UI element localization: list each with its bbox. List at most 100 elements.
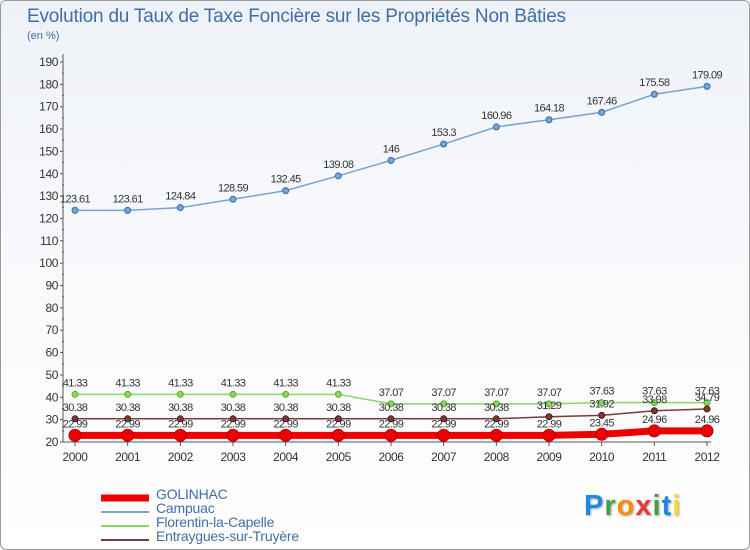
data-point <box>334 390 342 398</box>
data-point <box>650 90 658 98</box>
data-point <box>542 428 556 442</box>
data-point <box>121 428 135 442</box>
data-point <box>124 206 132 214</box>
logo-letter: t <box>661 490 673 522</box>
data-point <box>229 415 237 423</box>
logo-letter: r <box>604 490 617 522</box>
y-tick-label: 150 <box>39 144 59 158</box>
legend-item-golinhac[interactable]: GOLINHAC <box>101 486 401 502</box>
data-point <box>650 399 658 407</box>
data-point <box>282 187 290 195</box>
y-tick-label: 140 <box>39 167 59 181</box>
data-point <box>124 415 132 423</box>
x-tick-label: 2011 <box>642 450 667 464</box>
data-label: 37.63 <box>695 386 720 398</box>
logo-letter: o <box>616 490 636 522</box>
legend-item-campuac[interactable]: Campuac <box>101 500 401 516</box>
data-label: 41.33 <box>63 377 88 389</box>
data-label: 41.33 <box>221 377 246 389</box>
data-label: 22.99 <box>115 418 140 430</box>
data-point <box>492 123 500 131</box>
data-label: 30.38 <box>115 402 140 414</box>
chart-title: Evolution du Taux de Taxe Foncière sur l… <box>27 6 566 27</box>
data-label: 22.99 <box>63 418 88 430</box>
data-label: 22.99 <box>537 418 562 430</box>
logo-letter: i <box>652 490 662 522</box>
data-label: 30.38 <box>484 402 509 414</box>
logo-letter: x <box>635 490 653 522</box>
data-point <box>545 116 553 124</box>
data-label: 30.38 <box>431 402 456 414</box>
data-point <box>176 415 184 423</box>
x-tick-label: 2004 <box>273 450 299 464</box>
data-label: 30.38 <box>221 402 246 414</box>
data-point <box>703 405 711 413</box>
data-point <box>598 108 606 116</box>
data-point <box>440 400 448 408</box>
data-label: 30.38 <box>168 402 193 414</box>
data-point <box>492 400 500 408</box>
x-tick-label: 2007 <box>431 450 457 464</box>
legend-item-entraygues-sur-truyere[interactable]: Entraygues-sur-Truyère <box>101 528 401 544</box>
legend-label: Entraygues-sur-Truyère <box>156 528 299 544</box>
data-point <box>229 195 237 203</box>
y-tick-label: 60 <box>45 346 58 360</box>
legend-item-florentin-la-capelle[interactable]: Florentin-la-Capelle <box>101 514 401 530</box>
legend-swatch <box>101 539 149 541</box>
data-point <box>68 428 82 442</box>
data-label: 31.92 <box>589 398 614 410</box>
data-point <box>71 415 79 423</box>
data-label: 167.46 <box>587 95 618 107</box>
data-label: 175.58 <box>639 77 670 89</box>
data-point <box>492 415 500 423</box>
data-label: 22.99 <box>326 418 351 430</box>
y-tick-label: 120 <box>39 211 59 225</box>
legend-label: GOLINHAC <box>156 486 228 502</box>
data-label: 37.63 <box>589 386 614 398</box>
data-point <box>384 428 398 442</box>
y-tick-label: 50 <box>45 368 58 382</box>
data-point <box>173 428 187 442</box>
legend-swatch <box>101 511 149 513</box>
y-tick-label: 160 <box>39 122 59 136</box>
data-label: 22.99 <box>431 418 456 430</box>
data-point <box>440 140 448 148</box>
data-point <box>176 204 184 212</box>
data-point <box>545 413 553 421</box>
data-point <box>598 411 606 419</box>
data-point <box>282 415 290 423</box>
data-label: 124.84 <box>165 191 196 203</box>
data-label: 33.98 <box>642 394 667 406</box>
data-label: 37.07 <box>484 387 509 399</box>
data-point <box>334 172 342 180</box>
x-tick-label: 2012 <box>694 450 720 464</box>
data-label: 41.33 <box>168 377 193 389</box>
legend-swatch <box>101 525 149 527</box>
y-tick-label: 100 <box>39 256 59 270</box>
data-point <box>387 156 395 164</box>
data-point <box>226 428 240 442</box>
logo-letter: i <box>672 490 682 522</box>
legend-label: Florentin-la-Capelle <box>156 514 275 530</box>
y-tick-label: 80 <box>45 301 58 315</box>
y-tick-label: 110 <box>40 234 59 248</box>
data-point <box>437 428 451 442</box>
data-label: 22.99 <box>273 418 298 430</box>
y-tick-label: 30 <box>45 413 58 427</box>
data-label: 139.08 <box>323 159 354 171</box>
data-label: 22.99 <box>379 418 404 430</box>
data-label: 22.99 <box>168 418 193 430</box>
data-label: 132.45 <box>271 174 302 186</box>
data-label: 37.63 <box>642 386 667 398</box>
data-label: 30.38 <box>326 402 351 414</box>
data-label: 41.33 <box>326 377 351 389</box>
data-label: 164.18 <box>534 103 565 115</box>
data-point <box>387 415 395 423</box>
x-tick-label: 2000 <box>62 450 88 464</box>
data-point <box>331 428 345 442</box>
data-point <box>282 390 290 398</box>
legend-swatch <box>101 494 149 502</box>
legend-label: Campuac <box>156 500 215 516</box>
